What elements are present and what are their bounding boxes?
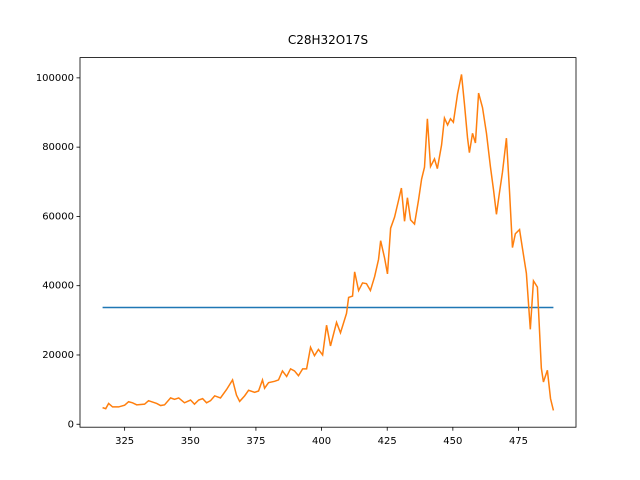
chart-title: C28H32O17S (288, 33, 368, 47)
y-tick-label: 100000 (36, 73, 74, 84)
y-tick-label: 40000 (42, 281, 74, 292)
x-tick-label: 350 (181, 436, 200, 447)
x-tick-label: 400 (312, 436, 331, 447)
line-series (102, 74, 555, 411)
x-tick-label: 425 (378, 436, 397, 447)
y-tick-label: 80000 (42, 142, 74, 153)
axes-frame (79, 57, 577, 428)
x-tick-label: 375 (246, 436, 265, 447)
y-tick-label: 60000 (42, 211, 74, 222)
x-tick-label: 475 (509, 436, 528, 447)
x-tick-label: 325 (115, 436, 134, 447)
y-tick-label: 20000 (42, 350, 74, 361)
y-tick-label: 0 (68, 419, 74, 430)
x-tick-label: 450 (443, 436, 462, 447)
